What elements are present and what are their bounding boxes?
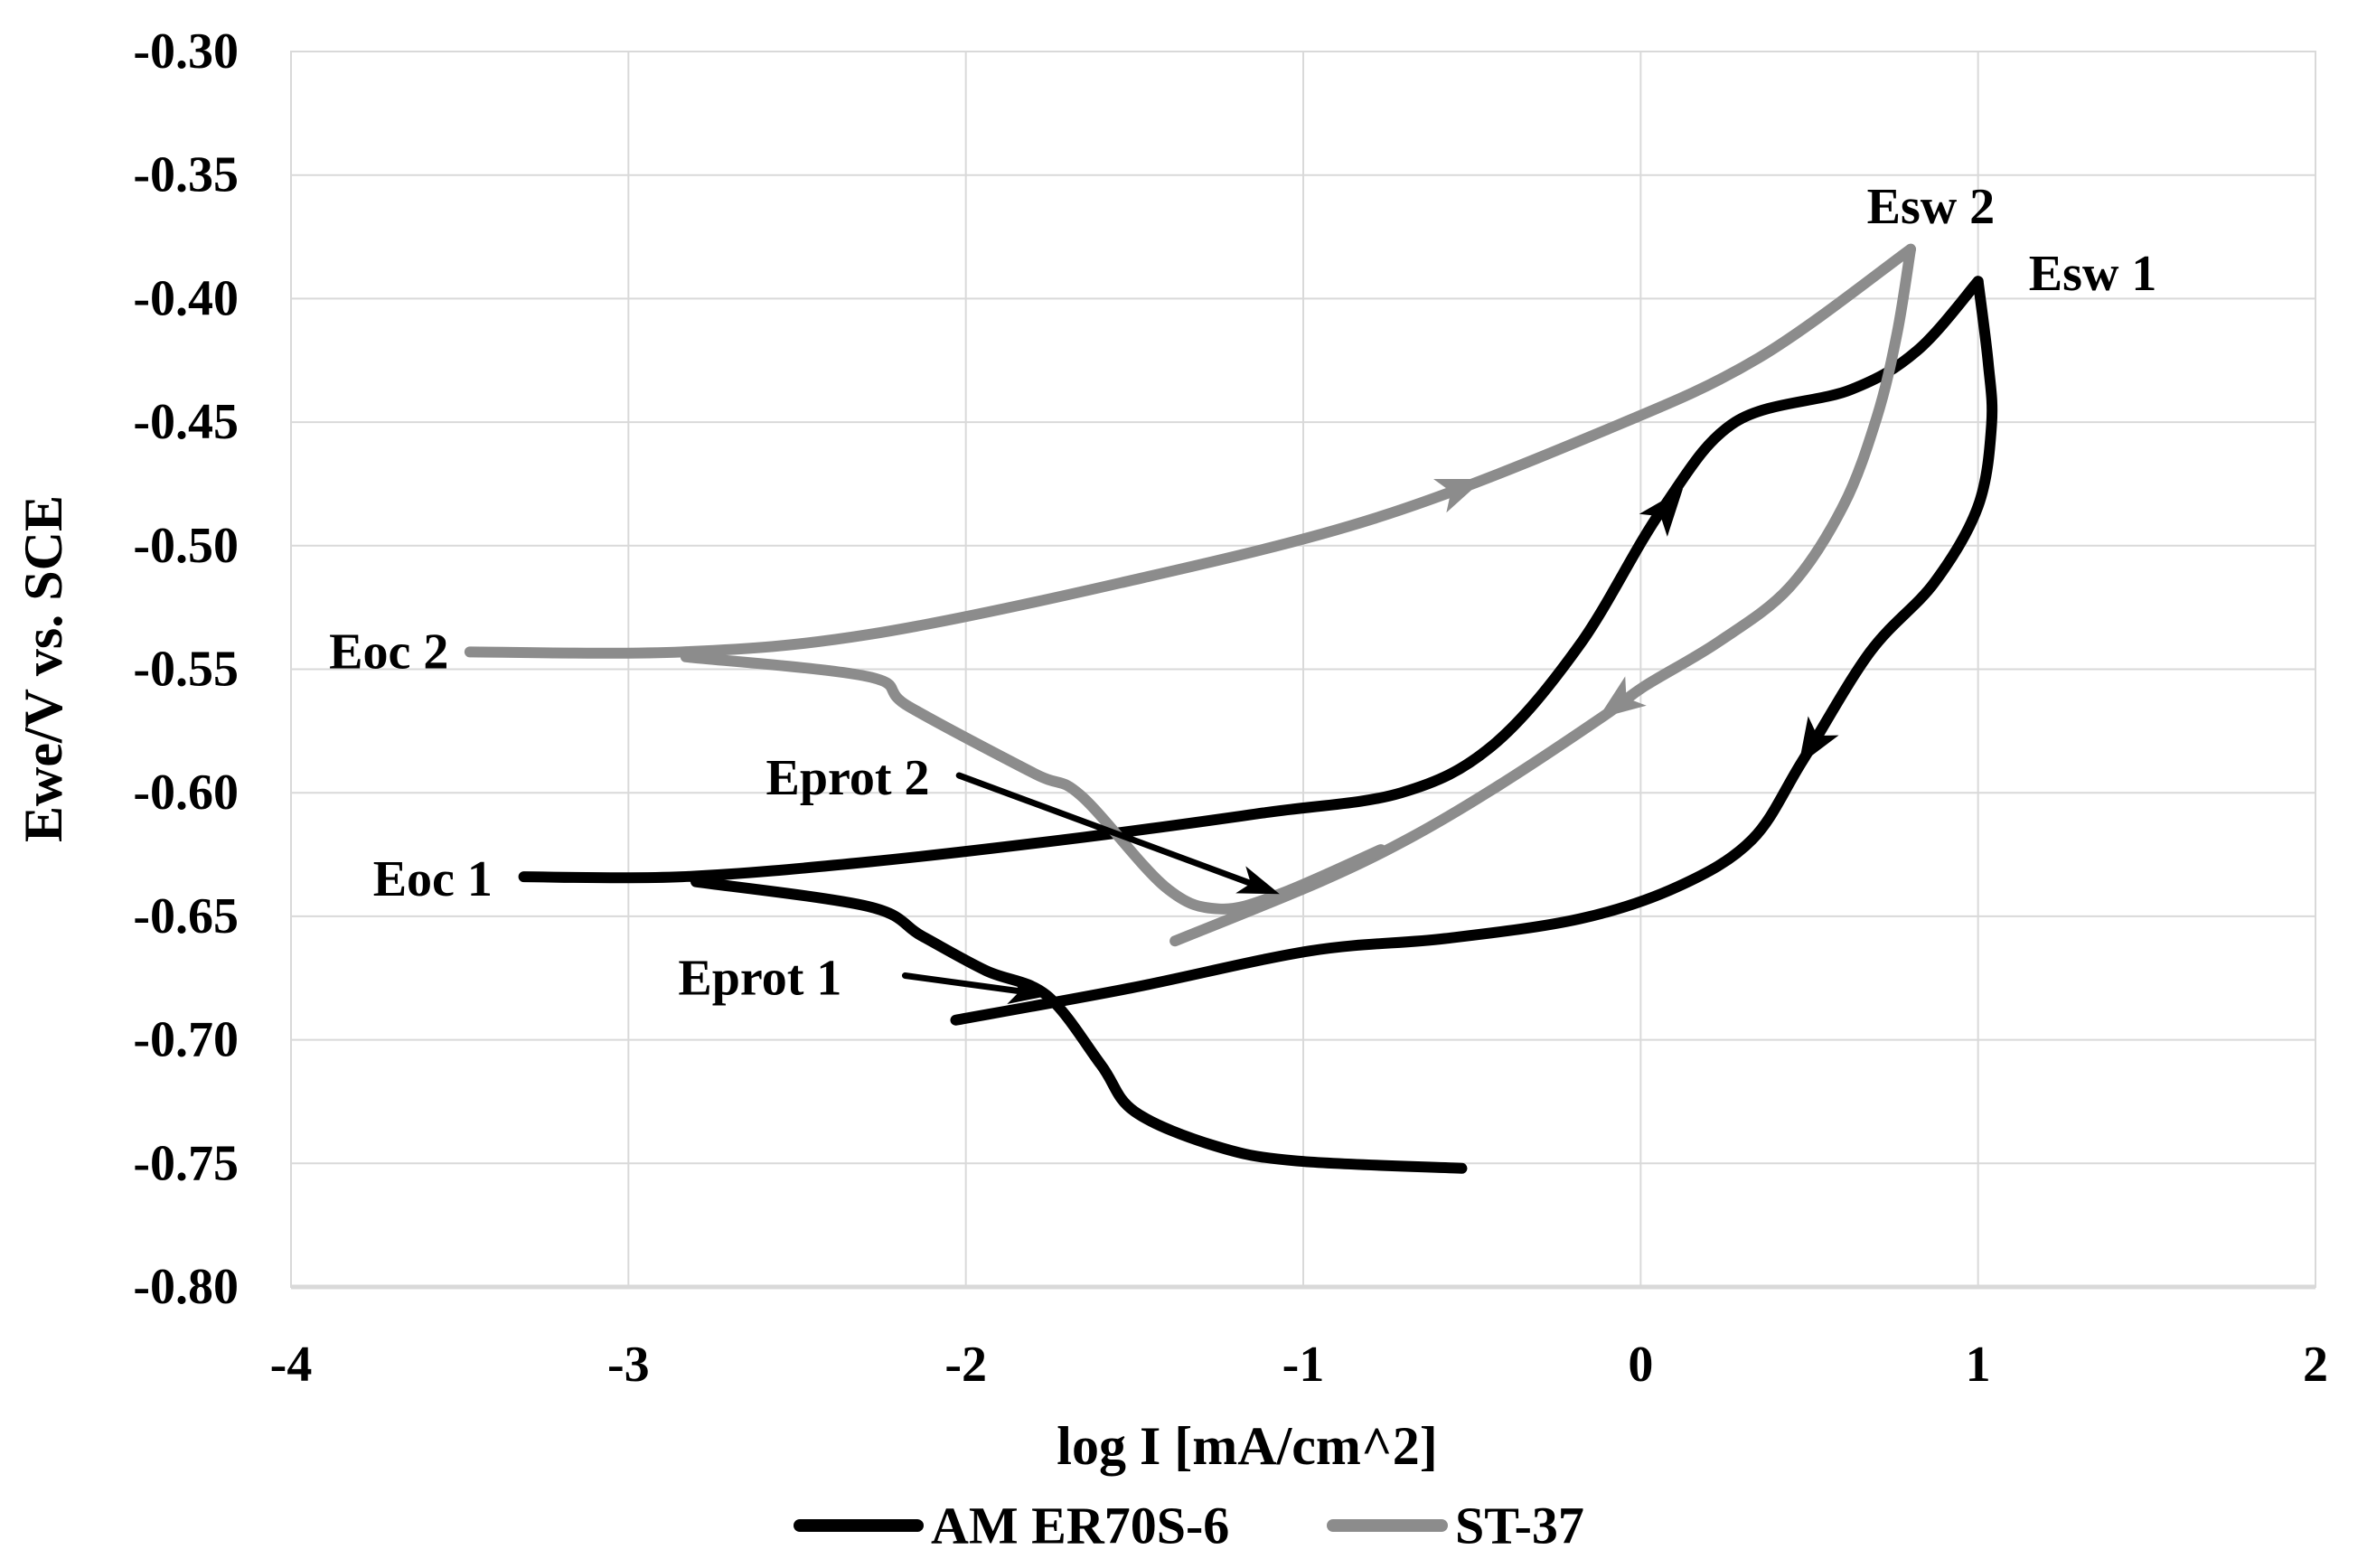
series-st-37-forward-anodic	[464, 243, 1916, 659]
series-st-37-reverse-scan	[1169, 243, 1916, 947]
series-am-er70s-6-cathodic-branch	[690, 876, 1468, 1174]
x-axis-tick-labels: -4 -3 -2 -1 0 1 2	[270, 1337, 2328, 1393]
y-tick-label: -0.30	[133, 23, 239, 80]
annotation-eprot-2: Eprot 2	[766, 750, 930, 806]
y-tick-label: -0.75	[133, 1135, 239, 1191]
data-series	[464, 243, 1998, 1174]
gridlines	[290, 51, 2316, 1288]
y-axis-title: Ewe/V vs. SCE	[14, 495, 73, 842]
legend: AM ER70S-6 ST-37	[794, 1497, 1584, 1555]
annotation-arrowhead-eprot-2	[1235, 866, 1280, 895]
direction-arrow-am-er70s-6	[1799, 716, 1839, 766]
y-tick-label: -0.45	[133, 394, 239, 450]
annotation-eprot-1: Eprot 1	[678, 950, 841, 1006]
y-tick-label: -0.70	[133, 1012, 239, 1068]
x-tick-label: 0	[1628, 1337, 1653, 1393]
x-axis-title: log I [mA/cm^2]	[1057, 1416, 1437, 1476]
x-tick-label: 2	[2303, 1337, 2328, 1393]
x-tick-label: -3	[607, 1337, 650, 1393]
annotation-arrowhead-eprot-1	[1007, 975, 1050, 1005]
x-tick-label: 1	[1966, 1337, 1991, 1393]
y-tick-label: -0.60	[133, 765, 239, 821]
direction-arrow-am-er70s-6	[1639, 488, 1683, 537]
direction-arrow-st-37	[1433, 478, 1484, 513]
y-tick-label: -0.55	[133, 642, 239, 698]
direction-arrow-st-37	[1597, 676, 1647, 719]
series-am-er70s-6-forward-anodic	[518, 276, 1984, 884]
legend-label-am-er70s-6: AM ER70S-6	[931, 1497, 1229, 1555]
annotation-esw-2: Esw 2	[1867, 179, 1996, 235]
x-tick-label: -1	[1282, 1337, 1325, 1393]
series-am-er70s-6-reverse-scan	[950, 276, 1998, 1026]
y-tick-label: -0.40	[133, 270, 239, 326]
annotation-eoc-1: Eoc 1	[373, 851, 493, 907]
x-tick-label: -2	[944, 1337, 987, 1393]
x-tick-label: -4	[270, 1337, 313, 1393]
scan-direction-arrows	[1433, 478, 1839, 766]
annotation-esw-1: Esw 1	[2029, 246, 2157, 302]
series-st-37-cathodic-branch	[680, 651, 1386, 915]
y-tick-label: -0.50	[133, 518, 239, 574]
annotation-arrow-line-eprot-2	[955, 772, 1258, 888]
annotation-eoc-2: Eoc 2	[329, 624, 448, 680]
y-axis-tick-labels: -0.30 -0.35 -0.40 -0.45 -0.50 -0.55 -0.60 -0.65…	[133, 23, 239, 1315]
legend-label-st-37: ST-37	[1455, 1497, 1584, 1555]
y-tick-label: -0.80	[133, 1259, 239, 1315]
y-tick-label: -0.65	[133, 888, 239, 944]
annotations: Esw 2 Esw 1 Eoc 2 Eoc 1 Eprot 2 Eprot 1	[329, 179, 2157, 1006]
annotation-arrow-line-eprot-1	[901, 972, 1027, 995]
y-tick-label: -0.35	[133, 147, 239, 203]
